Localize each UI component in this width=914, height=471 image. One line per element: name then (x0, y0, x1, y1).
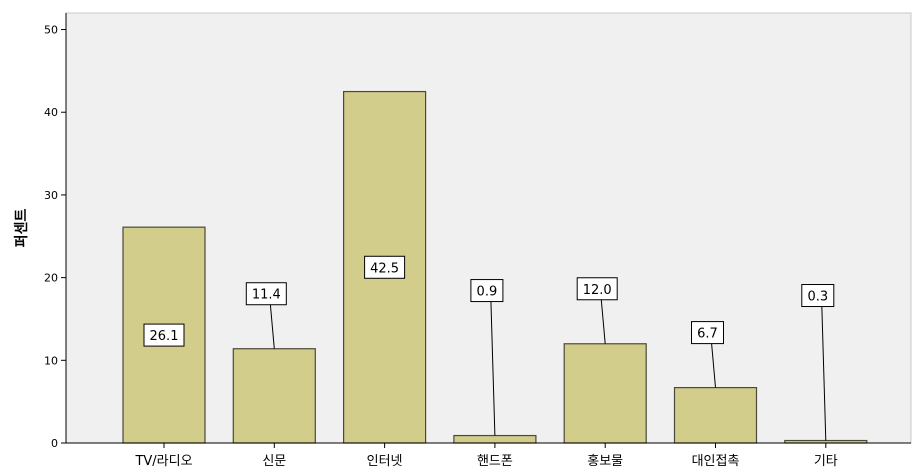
x-tick-label: 홍보물 (587, 454, 623, 469)
data-labels: 26.1 11.4 42.5 0.9 12.0 6.7 0.3 (143, 255, 835, 441)
y-axis: 0 10 20 30 40 50 (44, 13, 67, 450)
data-label: 0.3 (801, 284, 835, 441)
data-label-text: 42.5 (370, 261, 399, 276)
data-label-box (364, 255, 406, 279)
data-label: 26.1 (143, 323, 185, 347)
y-tick-label: 40 (44, 106, 58, 119)
bar (232, 348, 316, 444)
data-label-text: 6.7 (697, 327, 718, 342)
data-label-box (143, 323, 185, 347)
bar (673, 386, 758, 444)
bar (563, 343, 647, 444)
leader-line (711, 342, 716, 388)
data-label: 42.5 (364, 255, 406, 279)
data-label-text: 26.1 (150, 329, 179, 344)
data-label-text: 11.4 (252, 288, 281, 303)
data-label: 6.7 (691, 321, 724, 388)
bars (122, 90, 868, 444)
leader-line (490, 300, 496, 436)
x-tick-label: 신문 (262, 454, 286, 469)
data-label-box (801, 284, 835, 308)
leader-line (821, 305, 827, 441)
y-tick-label: 50 (44, 24, 58, 37)
y-tick-label: 20 (44, 272, 58, 285)
x-axis: TV/라디오 신문 인터넷 핸드폰 홍보물 대인접촉 기타 (66, 442, 911, 469)
plot-area (65, 12, 912, 444)
leader-line (269, 303, 275, 349)
y-tick-label: 10 (44, 354, 58, 367)
x-tick-label: 기타 (814, 454, 838, 469)
x-tick-label: 핸드폰 (477, 453, 513, 469)
y-axis-title: 퍼센트 (14, 209, 30, 248)
data-label-box (691, 321, 724, 345)
x-tick-label: 대인접촉 (692, 454, 740, 469)
data-label-text: 0.3 (807, 290, 828, 305)
bar (453, 434, 537, 444)
x-tick-label: TV/라디오 (134, 454, 192, 469)
data-label: 12.0 (576, 277, 618, 344)
x-tick-label: 인터넷 (367, 454, 403, 469)
data-label-box (576, 277, 618, 301)
data-label-box (245, 282, 287, 306)
leader-line (600, 298, 606, 344)
data-label: 11.4 (245, 282, 287, 349)
y-tick-label: 30 (44, 189, 58, 202)
y-tick-label: 0 (51, 437, 58, 450)
data-label: 0.9 (470, 279, 504, 436)
data-label-box (470, 279, 504, 303)
data-label-text: 12.0 (583, 283, 612, 298)
data-label-text: 0.9 (477, 285, 498, 300)
